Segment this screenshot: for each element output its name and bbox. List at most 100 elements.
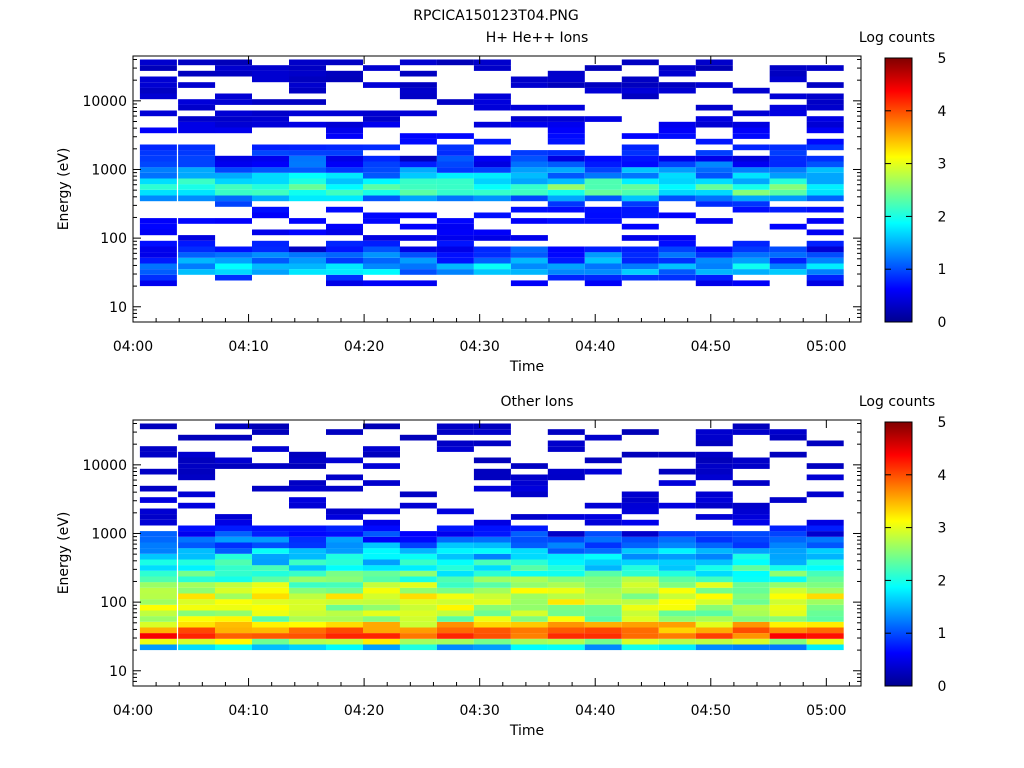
- heatmap-cell: [510, 252, 548, 258]
- heatmap-cell: [178, 548, 216, 554]
- heatmap-cell: [178, 621, 216, 628]
- heatmap-cell: [399, 263, 437, 270]
- heatmap-cell: [326, 627, 363, 634]
- heatmap-cell: [806, 633, 844, 639]
- heatmap-cell: [732, 155, 770, 162]
- heatmap-cell: [215, 542, 252, 549]
- heatmap-cell: [139, 263, 177, 270]
- panel-title: H+ He++ Ions: [486, 30, 589, 46]
- heatmap-cell: [806, 280, 844, 287]
- heatmap-cell: [806, 218, 844, 224]
- heatmap-cell: [510, 480, 548, 486]
- heatmap-cell: [399, 70, 437, 77]
- heatmap-cell: [326, 474, 363, 481]
- heatmap-cell: [806, 587, 844, 594]
- heatmap-cell: [732, 184, 770, 190]
- heatmap-cell: [695, 553, 733, 560]
- heatmap-cell: [326, 257, 363, 264]
- heatmap-cell: [363, 638, 400, 645]
- heatmap-cell: [289, 599, 326, 605]
- heatmap-cell: [732, 627, 770, 634]
- heatmap-cell: [178, 144, 216, 151]
- heatmap-cell: [178, 638, 216, 645]
- heatmap-cell: [139, 127, 177, 134]
- heatmap-cell: [363, 627, 400, 634]
- heatmap-cell: [252, 76, 289, 83]
- heatmap-cell: [215, 434, 252, 441]
- heatmap-cell: [806, 229, 844, 236]
- heatmap-cell: [769, 497, 807, 503]
- heatmap-cell: [436, 172, 474, 179]
- colorbar-tick-label: 2: [938, 209, 947, 225]
- heatmap-cell: [584, 519, 622, 526]
- heatmap-cell: [547, 570, 585, 577]
- heatmap-cell: [584, 599, 622, 605]
- heatmap-cell: [769, 150, 807, 156]
- heatmap-cell: [695, 440, 733, 447]
- heatmap-cell: [473, 565, 511, 571]
- heatmap-cell: [658, 172, 696, 179]
- heatmap-cell: [658, 269, 696, 275]
- heatmap-cell: [621, 167, 659, 173]
- heatmap-cell: [436, 423, 474, 430]
- heatmap-cell: [473, 519, 511, 526]
- heatmap-cell: [326, 127, 363, 134]
- heatmap-cell: [695, 59, 733, 66]
- heatmap-cell: [510, 570, 548, 577]
- heatmap-cell: [363, 212, 400, 219]
- heatmap-cell: [326, 593, 363, 600]
- heatmap-cell: [658, 559, 696, 566]
- heatmap-cell: [510, 604, 548, 611]
- heatmap-cell: [139, 246, 177, 253]
- heatmap-cell: [658, 189, 696, 196]
- heatmap-cell: [584, 269, 622, 275]
- heatmap-cell: [289, 82, 326, 88]
- heatmap-cell: [178, 616, 216, 622]
- heatmap-cell: [547, 593, 585, 600]
- heatmap-cell: [510, 531, 548, 537]
- heatmap-cell: [732, 508, 770, 515]
- heatmap-cell: [769, 206, 807, 213]
- heatmap-cell: [769, 246, 807, 253]
- heatmap-cell: [584, 252, 622, 258]
- heatmap-cell: [215, 127, 252, 134]
- heatmap-cell: [769, 104, 807, 111]
- heatmap-cell: [326, 76, 363, 83]
- heatmap-cell: [695, 474, 733, 481]
- heatmap-cell: [436, 570, 474, 577]
- x-tick-label: 04:30: [459, 339, 499, 355]
- heatmap-cell: [769, 144, 807, 151]
- heatmap-cell: [547, 553, 585, 560]
- heatmap-cell: [621, 593, 659, 600]
- heatmap-cell: [252, 621, 289, 628]
- heatmap-cell: [732, 559, 770, 566]
- heatmap-cell: [215, 263, 252, 270]
- heatmap-cell: [139, 257, 177, 264]
- heatmap-cell: [178, 604, 216, 611]
- heatmap-cell: [363, 218, 400, 224]
- heatmap-cell: [139, 76, 177, 83]
- x-tick-label: 04:30: [459, 703, 499, 719]
- heatmap-cell: [252, 252, 289, 258]
- heatmap-cell: [769, 451, 807, 458]
- heatmap-cell: [326, 167, 363, 173]
- heatmap-cell: [806, 93, 844, 100]
- heatmap-cell: [215, 218, 252, 224]
- heatmap-cell: [252, 423, 289, 430]
- heatmap-cell: [658, 610, 696, 617]
- heatmap-cell: [363, 172, 400, 179]
- heatmap-cell: [658, 235, 696, 241]
- heatmap-cell: [658, 644, 696, 651]
- heatmap-cell: [436, 161, 474, 168]
- heatmap-cell: [399, 110, 437, 117]
- heatmap-cell: [769, 184, 807, 190]
- heatmap-cell: [732, 133, 770, 139]
- heatmap-cell: [695, 468, 733, 475]
- heatmap-cell: [621, 155, 659, 162]
- heatmap-cell: [178, 99, 216, 105]
- heatmap-cell: [139, 172, 177, 179]
- heatmap-cell: [806, 565, 844, 571]
- heatmap-cell: [326, 587, 363, 594]
- heatmap-cell: [326, 280, 363, 287]
- heatmap-cell: [289, 150, 326, 156]
